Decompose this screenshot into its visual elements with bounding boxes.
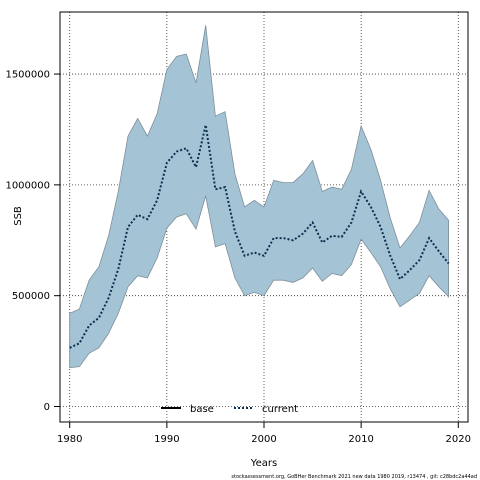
confidence-band xyxy=(69,25,449,369)
x-axis: 1980 1990 2000 2010 2020 xyxy=(57,422,471,445)
x-tick-label: 1990 xyxy=(154,434,179,445)
footnote: stockassessment.org, GoBHer Benchmark 20… xyxy=(231,474,477,480)
legend-label-current: current xyxy=(262,404,298,415)
x-axis-title: Years xyxy=(250,458,277,469)
y-tick-label: 1000000 xyxy=(5,180,50,191)
x-tick-label: 2020 xyxy=(446,434,471,445)
series-line-current xyxy=(69,124,450,349)
legend: base current xyxy=(161,404,298,415)
y-tick-label: 1500000 xyxy=(5,70,50,81)
x-tick-label: 2000 xyxy=(251,434,276,445)
y-axis-title: SSB xyxy=(13,206,24,226)
x-tick-label: 1980 xyxy=(57,434,82,445)
y-axis: 0 500000 1000000 1500000 xyxy=(5,70,60,413)
y-tick-label: 500000 xyxy=(12,291,50,302)
x-tick-label: 2010 xyxy=(348,434,373,445)
y-tick-label: 0 xyxy=(44,402,50,413)
legend-label-base: base xyxy=(190,404,214,415)
